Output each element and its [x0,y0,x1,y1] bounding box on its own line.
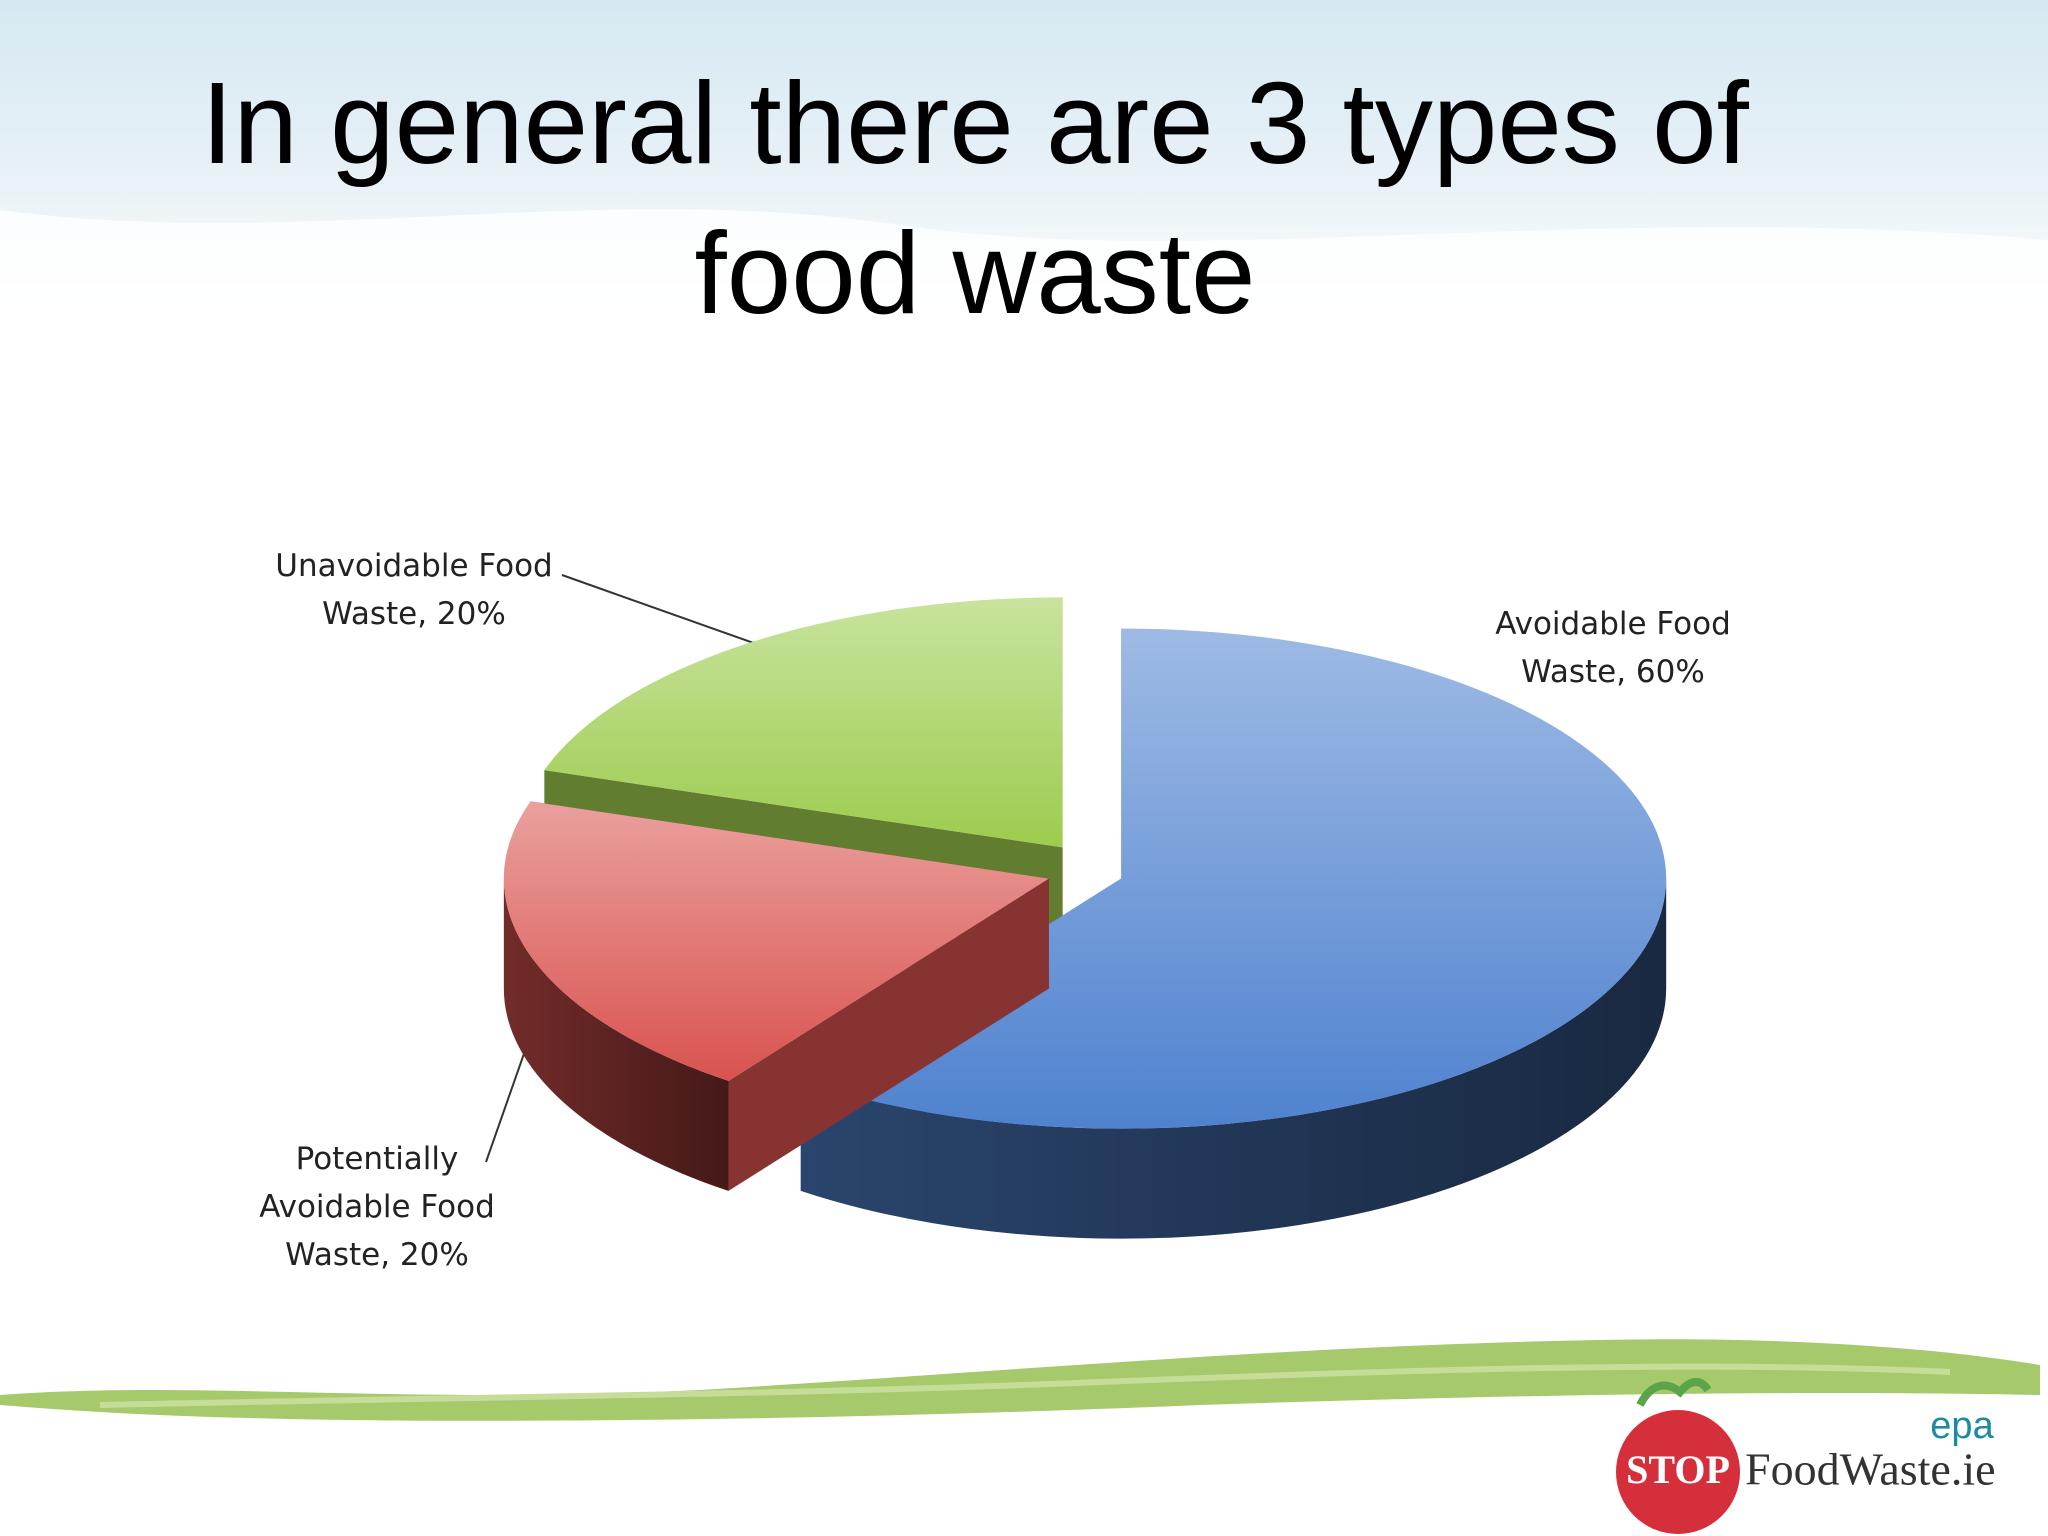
data-label: Unavoidable Food Waste, 20% [275,548,553,632]
apple-leaf [1636,1378,1712,1407]
logo-site: FoodWaste.ie [1745,1444,1996,1495]
pie-side-shade [503,878,729,1191]
grass-strip [0,1339,2040,1421]
pie [503,597,1667,1239]
pie-side-shade [800,878,1667,1239]
cloud [0,209,2048,318]
title: In general there are 3 types of food was… [201,58,1749,338]
data-label: Potentially Avoidable Food Waste, 20% [259,1141,495,1273]
data-label: Avoidable Food Waste, 60% [1495,606,1731,690]
pie-slice-shine [544,597,1063,848]
logo-stop: STOP [1626,1447,1730,1492]
logo: STOP FoodWaste.ie epa [1616,1378,1996,1534]
pie-slice-shine [503,801,1049,1081]
apple [1616,1410,1740,1534]
grass-highlight [99,1363,1951,1408]
logo-agency: epa [1930,1405,1994,1447]
